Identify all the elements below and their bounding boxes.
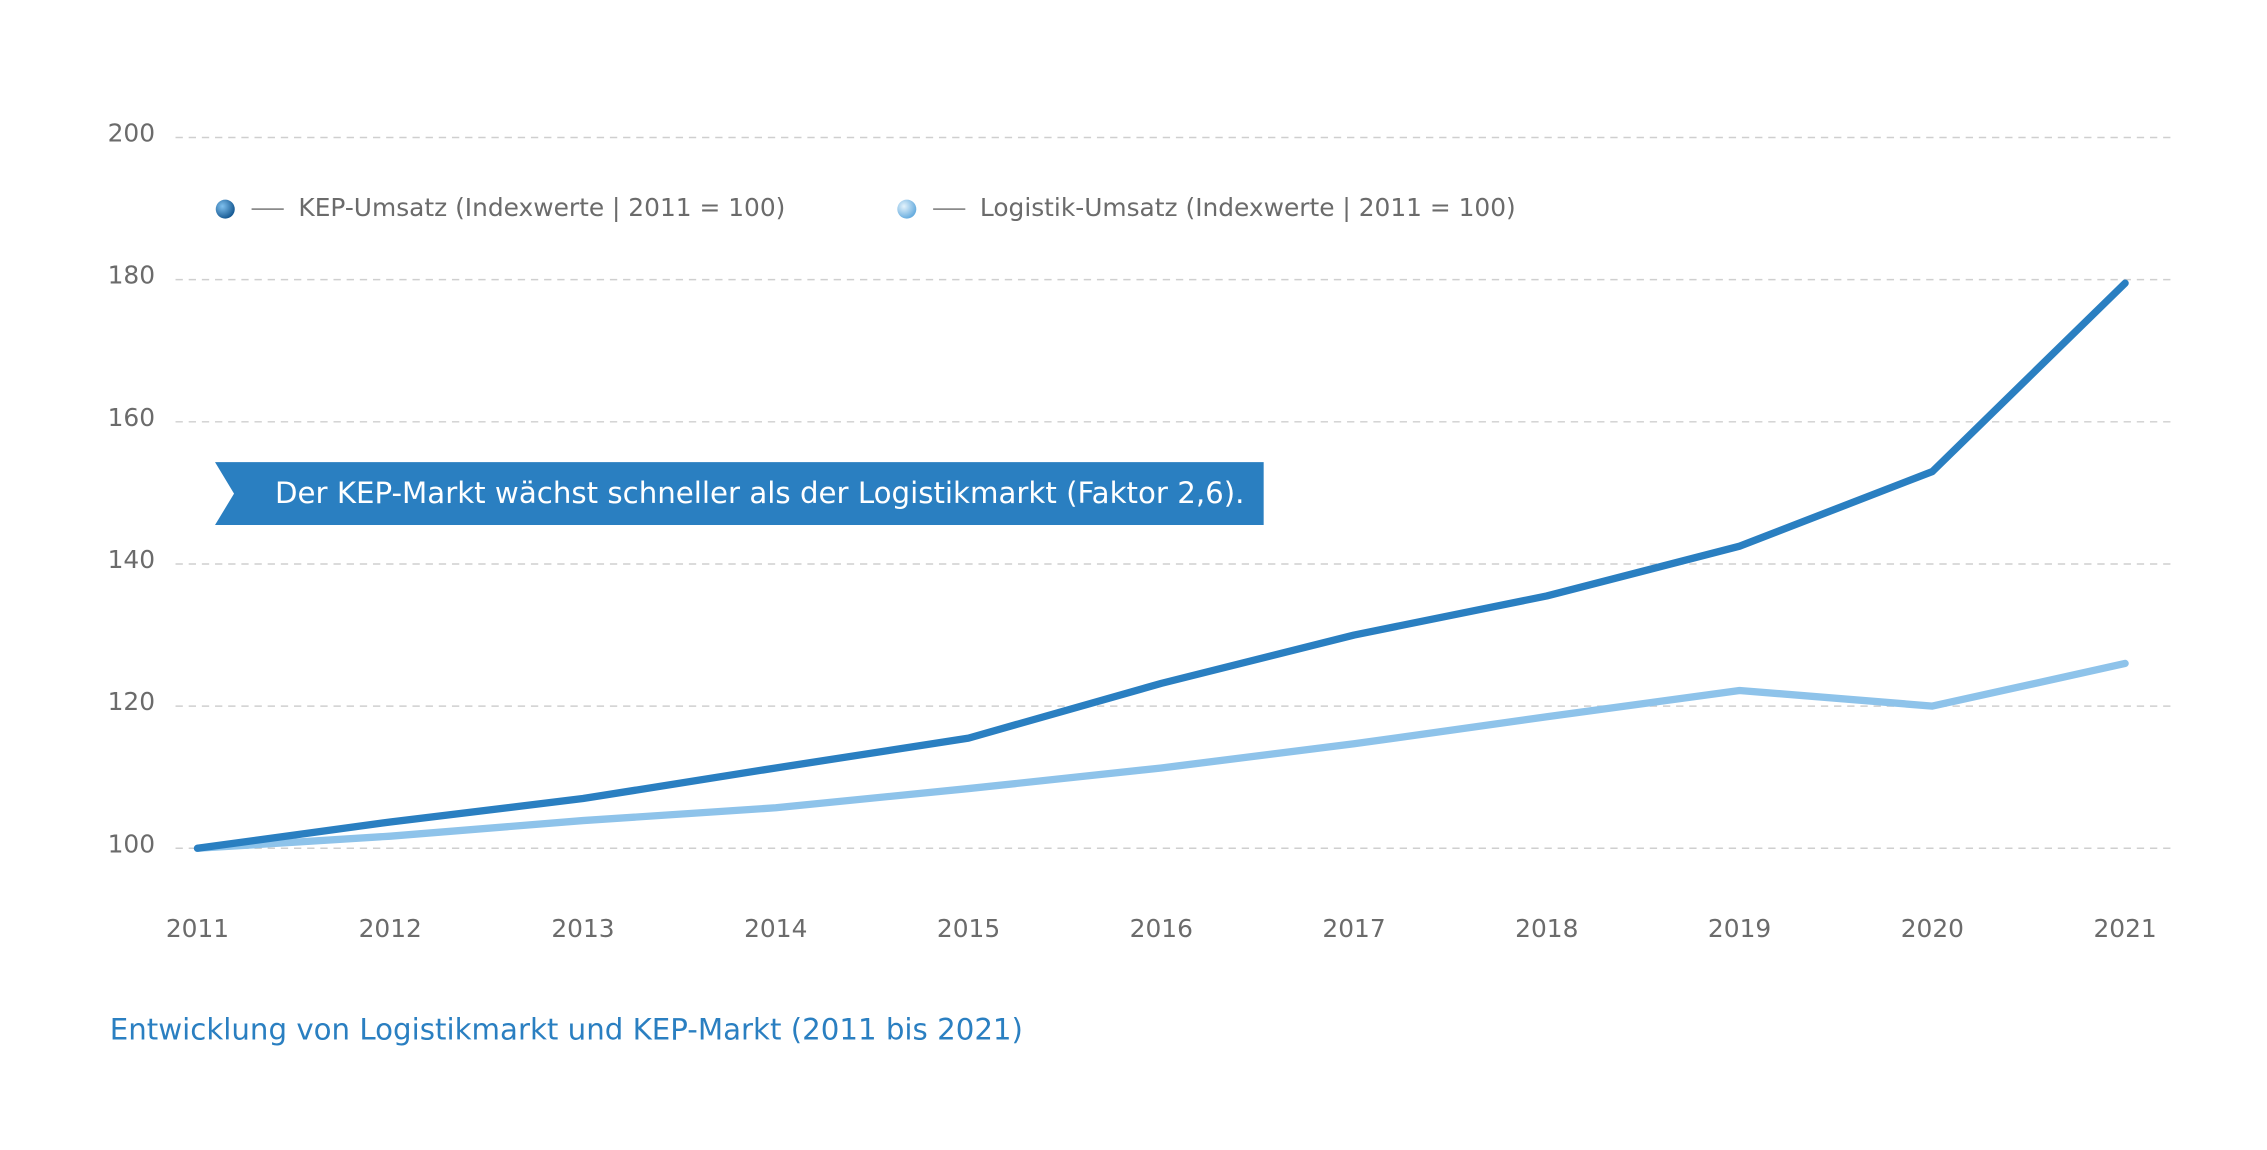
legend-label: KEP-Umsatz (Indexwerte | 2011 = 100) (298, 193, 785, 222)
x-tick-label: 2021 (2093, 914, 2156, 943)
x-tick-label: 2019 (1708, 914, 1771, 943)
x-tick-label: 2015 (937, 914, 1000, 943)
x-tick-label: 2014 (744, 914, 807, 943)
x-tick-label: 2020 (1901, 914, 1964, 943)
annotation: Der KEP-Markt wächst schneller als der L… (275, 476, 1244, 510)
series-line (193, 659, 2129, 852)
y-tick-label: 200 (108, 119, 155, 148)
x-tick-label: 2013 (551, 914, 614, 943)
series-line (193, 279, 2129, 852)
annotation-banner (215, 462, 1264, 526)
caption: Entwicklung von Logistikmarkt und KEP-Ma… (110, 1013, 1023, 1047)
y-tick-label: 100 (108, 829, 155, 858)
legend-label: Logistik-Umsatz (Indexwerte | 2011 = 100… (980, 193, 1516, 222)
x-tick-label: 2017 (1322, 914, 1385, 943)
legend-marker (215, 199, 235, 219)
y-tick-label: 120 (108, 687, 155, 716)
x-tick-label: 2011 (166, 914, 229, 943)
x-tick-label: 2018 (1515, 914, 1578, 943)
y-tick-label: 160 (108, 403, 155, 432)
y-tick-label: 180 (108, 261, 155, 290)
y-tick-label: 140 (108, 545, 155, 574)
x-tick-label: 2016 (1130, 914, 1193, 943)
x-tick-label: 2012 (359, 914, 422, 943)
legend-marker (897, 199, 917, 219)
